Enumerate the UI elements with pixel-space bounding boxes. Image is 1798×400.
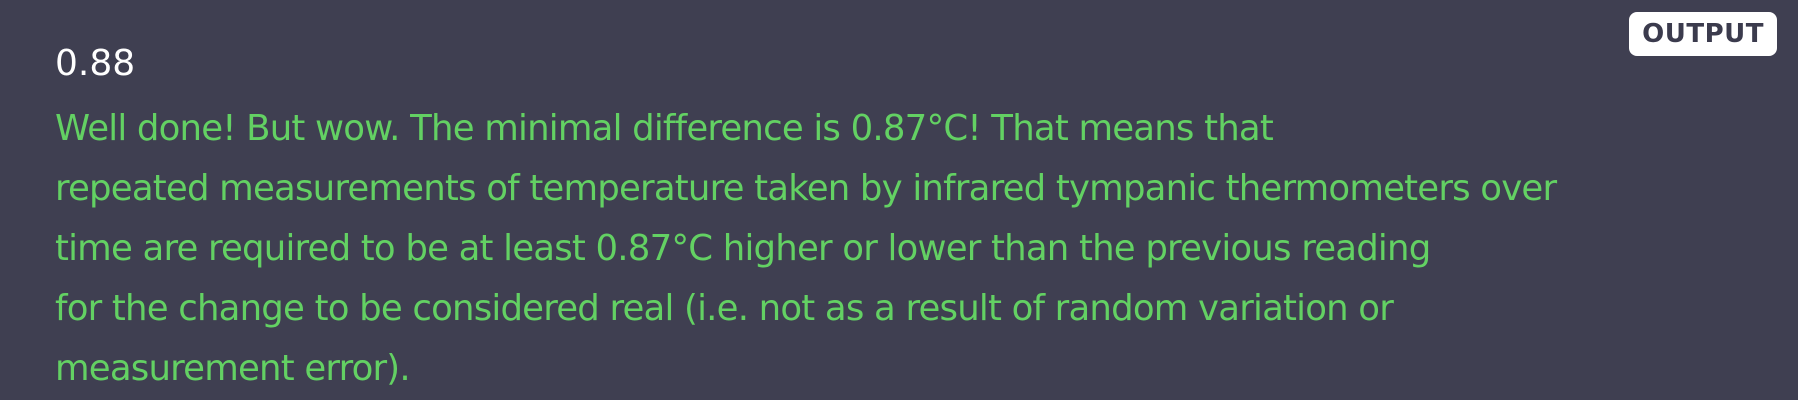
success-message: Well done! But wow. The minimal differen…: [55, 99, 1655, 399]
output-badge: OUTPUT: [1629, 12, 1777, 56]
success-message-line-4: for the change to be considered real (i.…: [55, 288, 1394, 329]
success-message-line-3: time are required to be at least 0.87°C …: [55, 228, 1431, 269]
success-message-line-5: measurement error).: [55, 348, 411, 389]
success-message-line-2: repeated measurements of temperature tak…: [55, 168, 1557, 209]
success-message-line-1: Well done! But wow. The minimal differen…: [55, 108, 1274, 149]
result-value: 0.88: [55, 43, 136, 84]
